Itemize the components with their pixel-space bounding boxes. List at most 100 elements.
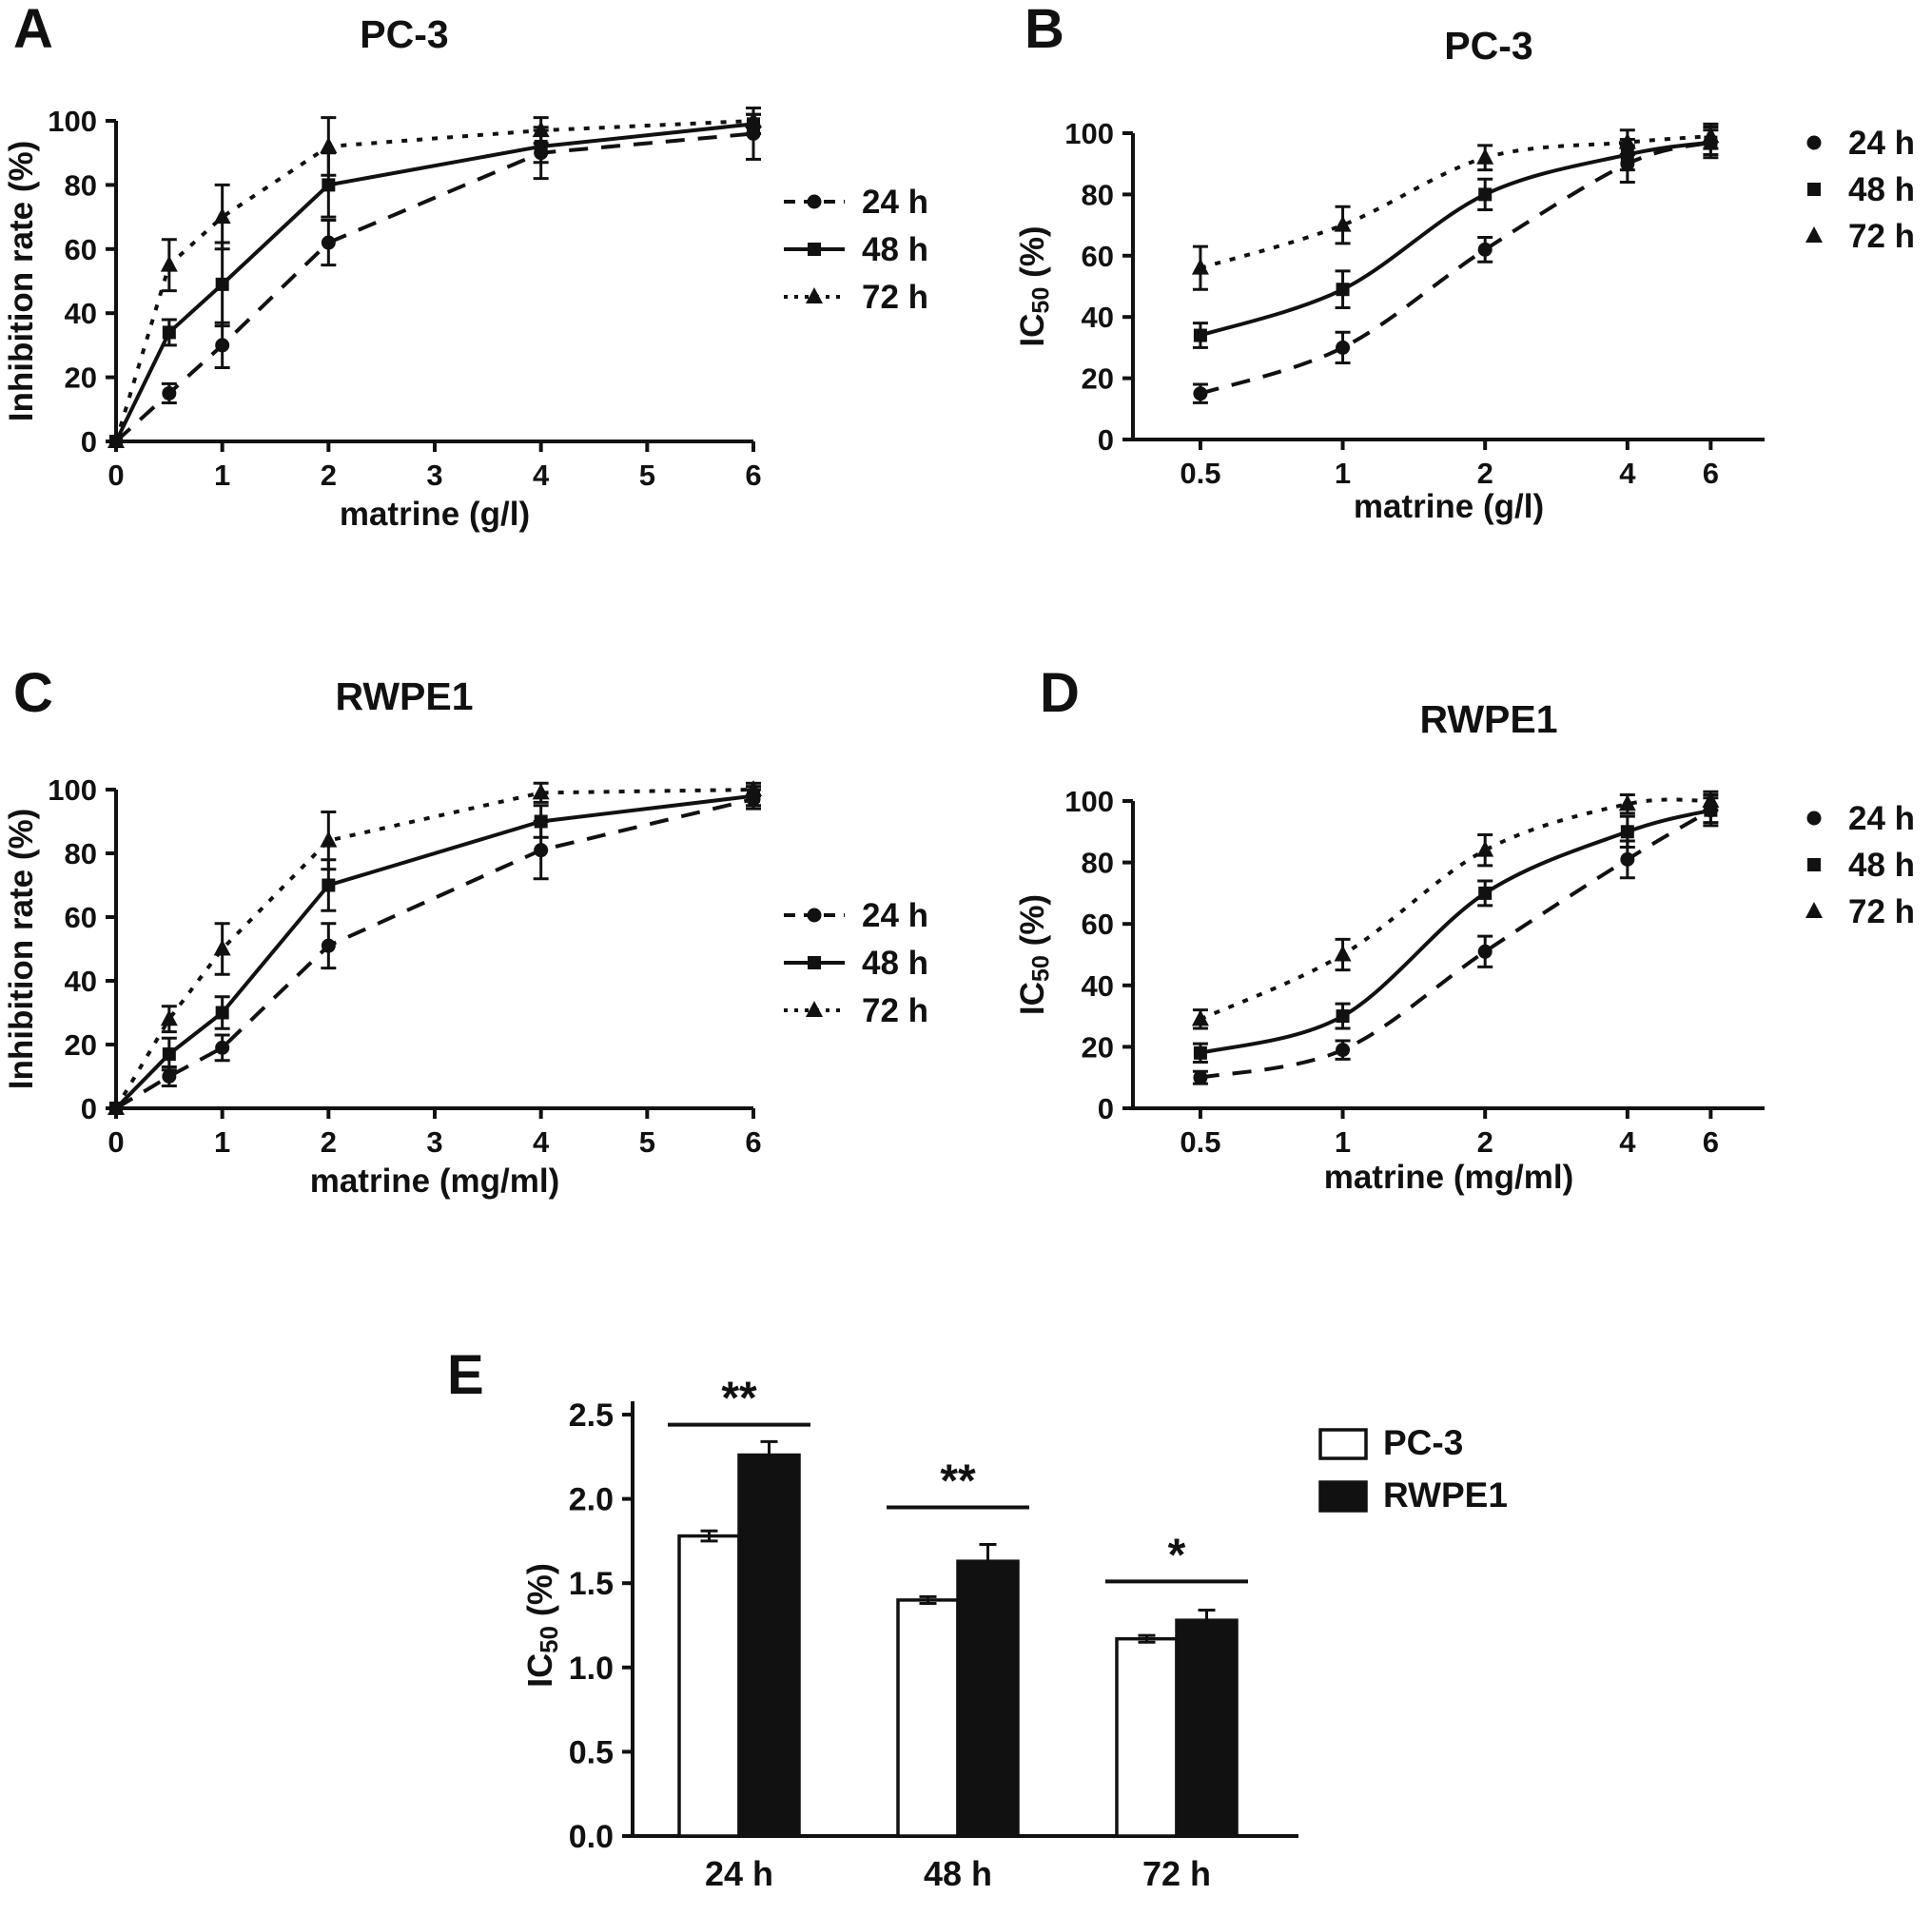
svg-text:24 h: 24 h: [1848, 125, 1915, 162]
svg-text:2: 2: [1477, 457, 1493, 490]
series-48-h: [1192, 128, 1719, 349]
svg-text:48 h: 48 h: [1848, 847, 1915, 884]
series-72-h: [1191, 790, 1720, 1030]
svg-text:40: 40: [1082, 301, 1114, 334]
svg-text:matrine (mg/ml): matrine (mg/ml): [1324, 1159, 1574, 1196]
series-72-h: [107, 780, 762, 1115]
svg-text:Inhibition rate (%): Inhibition rate (%): [3, 141, 40, 422]
svg-text:72 h: 72 h: [1142, 1854, 1211, 1893]
panel-b-letter: B: [1025, 0, 1064, 60]
bar-rwpe1-24h: [737, 1453, 801, 1838]
svg-text:1.5: 1.5: [569, 1566, 614, 1602]
svg-text:0.0: 0.0: [569, 1819, 614, 1855]
panel-b-chart: 0.5 1 2 4 6 0 20 40 60 80 100 matrine (g/l) IC50 (%)…: [966, 0, 1932, 666]
svg-text:4: 4: [1619, 457, 1636, 490]
svg-text:100: 100: [1064, 117, 1114, 150]
svg-text:80: 80: [65, 168, 97, 202]
panel-e-letter: E: [447, 1344, 484, 1406]
svg-text:6: 6: [1703, 1125, 1719, 1159]
svg-text:80: 80: [1082, 178, 1114, 211]
svg-text:0: 0: [81, 1092, 97, 1125]
svg-text:matrine (mg/ml): matrine (mg/ml): [310, 1163, 560, 1200]
svg-text:24 h: 24 h: [862, 897, 928, 934]
svg-text:matrine (g/l): matrine (g/l): [340, 496, 530, 533]
panel-d-letter: D: [1040, 662, 1080, 724]
svg-text:5: 5: [639, 1125, 655, 1159]
series-72-h: [107, 111, 762, 448]
series-24-h: [108, 788, 761, 1116]
panel-e: 0.0 0.5 1.0 1.5 2.0 2.5 IC50 (%) 24 h ** 48 h ** 72…: [409, 1346, 1627, 1915]
bar-rwpe1-72h: [1175, 1618, 1239, 1838]
panel-b: 0.5 1 2 4 6 0 20 40 60 80 100 matrine (g/l) IC50 (%)…: [966, 0, 1932, 666]
svg-text:1: 1: [1335, 1125, 1351, 1159]
series-48-h: [1192, 796, 1719, 1065]
svg-text:60: 60: [1082, 908, 1114, 941]
svg-text:40: 40: [65, 297, 97, 330]
axes: [1122, 799, 1765, 1119]
panel-d: 0.5 1 2 4 6 0 20 40 60 80 100 matrine (mg/ml) IC50 (…: [966, 666, 1932, 1346]
panel-a-title: PC-3: [360, 12, 449, 56]
svg-text:48 h: 48 h: [862, 231, 928, 268]
series-48-h: [109, 112, 761, 448]
panel-d-title: RWPE1: [1419, 697, 1558, 741]
panel-b-title: PC-3: [1444, 24, 1533, 68]
svg-text:20: 20: [1082, 362, 1114, 396]
svg-text:4: 4: [533, 1125, 550, 1159]
svg-text:0: 0: [1098, 423, 1114, 457]
svg-text:PC-3: PC-3: [1383, 1423, 1463, 1462]
svg-text:6: 6: [1703, 457, 1719, 490]
svg-text:100: 100: [48, 773, 97, 807]
svg-text:1: 1: [214, 459, 230, 492]
svg-text:60: 60: [65, 233, 97, 266]
svg-text:0.5: 0.5: [1180, 457, 1220, 490]
svg-text:40: 40: [1082, 969, 1114, 1003]
svg-text:*: *: [1168, 1530, 1186, 1580]
svg-text:100: 100: [1064, 785, 1114, 818]
svg-text:72 h: 72 h: [1848, 893, 1915, 930]
legend: 24 h 48 h 72 h: [1805, 125, 1915, 255]
svg-text:24 h: 24 h: [862, 184, 928, 221]
series-72-h: [1191, 122, 1720, 291]
axes: [1122, 131, 1765, 450]
svg-text:2.0: 2.0: [569, 1482, 614, 1518]
svg-text:IC50 (%): IC50 (%): [1014, 225, 1055, 346]
panel-c-title: RWPE1: [335, 674, 474, 718]
panel-a-letter: A: [13, 0, 53, 60]
svg-text:100: 100: [48, 105, 97, 138]
bar-pc-3-48h: [896, 1598, 960, 1838]
svg-text:**: **: [721, 1374, 757, 1424]
svg-text:3: 3: [426, 1125, 442, 1159]
panel-a-chart: 0 1 2 3 4 5 6 0 20 40 60 80 100 matrine (g/l) Inhibiti…: [0, 0, 966, 666]
svg-text:IC50 (%): IC50 (%): [1014, 894, 1055, 1015]
svg-text:60: 60: [1082, 240, 1114, 273]
axes: [106, 788, 755, 1119]
svg-text:48 h: 48 h: [862, 945, 928, 982]
svg-text:RWPE1: RWPE1: [1383, 1475, 1508, 1514]
svg-text:20: 20: [1082, 1030, 1114, 1064]
svg-text:48 h: 48 h: [924, 1854, 992, 1893]
bar-pc-3-24h: [677, 1534, 741, 1838]
svg-text:4: 4: [1619, 1125, 1636, 1159]
svg-text:0.5: 0.5: [1180, 1125, 1220, 1159]
svg-text:72 h: 72 h: [862, 992, 928, 1029]
svg-text:1: 1: [1335, 457, 1351, 490]
svg-text:matrine (g/l): matrine (g/l): [1354, 488, 1544, 525]
svg-text:2: 2: [1477, 1125, 1493, 1159]
svg-text:0: 0: [81, 425, 97, 459]
panel-e-chart: 0.0 0.5 1.0 1.5 2.0 2.5 IC50 (%) 24 h ** 48 h ** 72…: [409, 1346, 1627, 1915]
svg-text:72 h: 72 h: [1848, 218, 1915, 255]
svg-text:80: 80: [1082, 847, 1114, 880]
svg-text:24 h: 24 h: [1848, 800, 1915, 837]
svg-text:0.5: 0.5: [569, 1734, 614, 1770]
svg-text:72 h: 72 h: [862, 279, 928, 316]
svg-text:1: 1: [214, 1125, 230, 1159]
bar-rwpe1-48h: [956, 1559, 1020, 1838]
svg-text:4: 4: [533, 459, 550, 492]
svg-text:Inhibition rate (%): Inhibition rate (%): [3, 809, 40, 1090]
series-48-h: [109, 785, 761, 1115]
svg-text:0: 0: [107, 459, 124, 492]
